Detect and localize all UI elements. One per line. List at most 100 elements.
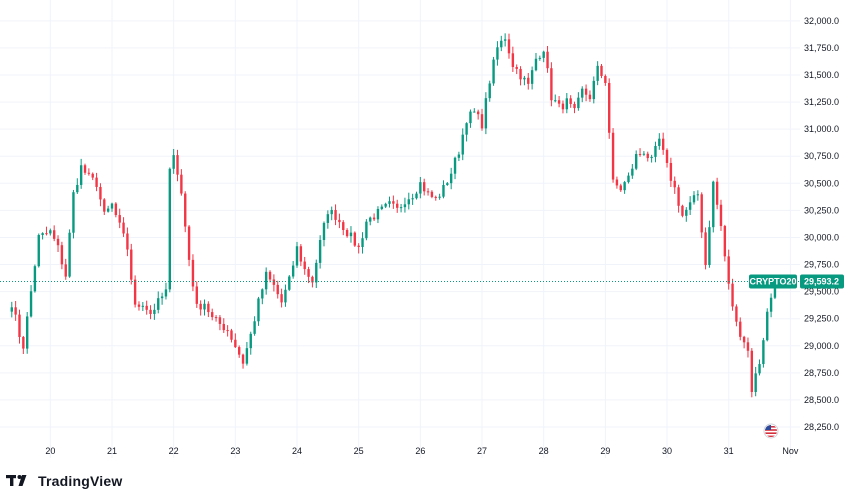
candle-body bbox=[118, 215, 121, 223]
candle-body bbox=[654, 145, 657, 157]
candle-body bbox=[476, 111, 480, 115]
candle bbox=[268, 270, 272, 283]
candle bbox=[704, 227, 707, 270]
candle bbox=[318, 235, 322, 269]
candle-body bbox=[692, 195, 696, 203]
candle-body bbox=[438, 196, 441, 198]
candle bbox=[473, 108, 476, 113]
candle-body bbox=[241, 354, 245, 364]
candle bbox=[91, 172, 94, 181]
x-tick-label: 31 bbox=[724, 446, 734, 456]
x-tick-label: 26 bbox=[415, 446, 425, 456]
candle bbox=[372, 213, 376, 222]
candle bbox=[295, 241, 299, 268]
price-badge[interactable]: 29,593.2 bbox=[800, 274, 844, 289]
us-flag-icon[interactable] bbox=[763, 423, 779, 439]
candle-body bbox=[322, 222, 326, 240]
y-tick-label: 29,250.0 bbox=[804, 314, 839, 324]
candle-body bbox=[569, 98, 572, 104]
candle bbox=[415, 191, 418, 200]
candle-body bbox=[249, 333, 252, 349]
candle bbox=[542, 50, 545, 63]
symbol-label: CRYPTO20 bbox=[749, 277, 796, 287]
candle-body bbox=[426, 191, 430, 193]
candle-body bbox=[318, 239, 322, 263]
candle bbox=[557, 96, 561, 108]
candle bbox=[195, 281, 198, 308]
candle bbox=[203, 299, 206, 316]
candle bbox=[754, 366, 757, 397]
candle-body bbox=[369, 217, 372, 222]
candle bbox=[380, 204, 383, 211]
y-tick-label: 30,250.0 bbox=[804, 205, 839, 215]
candle bbox=[669, 157, 673, 187]
candle bbox=[735, 304, 738, 327]
candle-body bbox=[79, 165, 83, 185]
candle-body bbox=[700, 194, 703, 233]
x-tick-label: 30 bbox=[662, 446, 672, 456]
candle-body bbox=[488, 83, 491, 99]
candle-body bbox=[122, 222, 125, 234]
candle bbox=[72, 189, 75, 239]
candle-body bbox=[276, 284, 279, 295]
candle bbox=[56, 235, 60, 252]
candle bbox=[291, 261, 295, 279]
x-tick-label: Nov bbox=[782, 446, 799, 456]
candle-body bbox=[145, 305, 148, 310]
candle bbox=[222, 318, 225, 333]
symbol-badge[interactable]: CRYPTO20 bbox=[749, 274, 797, 289]
y-tick-label: 29,500.0 bbox=[804, 287, 839, 297]
candle bbox=[515, 64, 518, 75]
candle bbox=[746, 337, 750, 358]
candle-body bbox=[434, 196, 437, 198]
candle-body bbox=[14, 307, 17, 315]
candle-body bbox=[99, 186, 102, 200]
candle bbox=[261, 288, 264, 305]
candle-body bbox=[133, 279, 137, 305]
candle-body bbox=[581, 88, 584, 98]
candle-body bbox=[769, 297, 773, 312]
candle bbox=[434, 195, 437, 201]
candle-body bbox=[735, 306, 738, 322]
candle bbox=[141, 302, 145, 312]
candle bbox=[145, 300, 148, 315]
candle bbox=[187, 225, 191, 267]
candle bbox=[241, 353, 245, 369]
candle-body bbox=[677, 187, 680, 206]
candle bbox=[257, 296, 260, 326]
candle bbox=[160, 292, 164, 305]
candle bbox=[426, 188, 430, 196]
candle bbox=[234, 333, 237, 348]
x-axis[interactable]: 20 21 22 23 24 25 26 27 28 29 30 31 Nov bbox=[45, 446, 799, 456]
candle bbox=[673, 176, 676, 194]
candle-body bbox=[739, 321, 742, 337]
candle-body bbox=[203, 303, 206, 310]
event-markers[interactable] bbox=[763, 423, 779, 439]
candle bbox=[264, 267, 268, 295]
y-tick-label: 31,250.0 bbox=[804, 97, 839, 107]
y-axis[interactable]: 28,250.0 28,500.0 28,750.0 29,000.0 29,250.0… bbox=[804, 16, 839, 432]
candle bbox=[60, 241, 64, 270]
candle-body bbox=[457, 154, 461, 158]
candle bbox=[83, 163, 87, 175]
candle-body bbox=[91, 173, 94, 178]
candle bbox=[631, 164, 634, 179]
candle-body bbox=[465, 123, 468, 135]
candle-body bbox=[573, 103, 576, 109]
y-tick-label: 31,750.0 bbox=[804, 43, 839, 53]
tradingview-logo[interactable]: TradingView bbox=[6, 473, 122, 489]
candle-body bbox=[423, 182, 426, 192]
candle bbox=[184, 191, 187, 233]
candle bbox=[149, 305, 152, 320]
candle-body bbox=[26, 316, 29, 349]
candle-body bbox=[37, 234, 40, 267]
candle bbox=[546, 46, 549, 73]
candle-body bbox=[365, 221, 368, 239]
candle-body bbox=[288, 276, 291, 290]
candle-body bbox=[110, 203, 114, 209]
candle-body bbox=[29, 291, 33, 317]
candle-body bbox=[723, 226, 727, 257]
candle bbox=[758, 359, 761, 376]
candle bbox=[661, 132, 665, 155]
